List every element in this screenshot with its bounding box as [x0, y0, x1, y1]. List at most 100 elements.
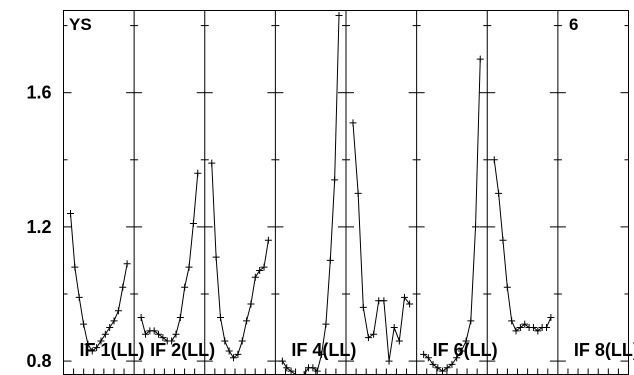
series-line [352, 122, 411, 362]
series-line [493, 159, 552, 332]
data-point [150, 327, 158, 335]
data-point [462, 337, 470, 345]
data-point [390, 324, 398, 332]
data-point [251, 273, 259, 281]
data-point [385, 357, 393, 365]
data-point [278, 357, 286, 365]
y-tick-labels: 0.8 1.2 1.6 [26, 83, 51, 371]
data-point [406, 300, 414, 308]
panel-dividers [133, 10, 559, 375]
data-point [521, 320, 529, 328]
data-point [326, 256, 334, 264]
data-point [400, 293, 408, 301]
data-point [110, 317, 118, 325]
series-line [423, 59, 481, 372]
data-point [172, 330, 180, 338]
data-point [434, 364, 442, 372]
series-line [70, 213, 128, 352]
data-point [534, 327, 542, 335]
data-point [439, 367, 446, 375]
data-point [230, 354, 238, 362]
data-point [547, 313, 555, 321]
data-point [114, 307, 122, 315]
data-point [349, 119, 357, 127]
data-point [335, 12, 343, 20]
data-point [495, 189, 503, 197]
panel-label: IF 1(LL) [80, 340, 145, 360]
panel-label: IF 8(LL) [574, 340, 634, 360]
data-point [84, 340, 92, 348]
data-point [499, 236, 507, 244]
data-point [176, 313, 184, 321]
data-point [260, 263, 268, 271]
data-point [443, 364, 451, 372]
data-point [185, 263, 193, 271]
data-point [264, 236, 272, 244]
data-point [256, 267, 264, 274]
data-point [359, 303, 367, 311]
data-point [238, 337, 246, 345]
data-point [97, 337, 105, 345]
data-point [155, 330, 163, 338]
data-point [225, 347, 233, 355]
data-point [181, 283, 189, 291]
data-point [106, 324, 114, 332]
data-point [529, 324, 537, 332]
data-point [137, 313, 145, 321]
data-point [490, 156, 498, 164]
data-point [508, 317, 516, 325]
panel-labels: IF 1(LL) IF 2(LL) IF 4(LL) IF 6(LL) IF 8(LL) [80, 340, 634, 360]
data-point [119, 283, 127, 291]
panel-label: IF 2(LL) [150, 340, 215, 360]
data-point [429, 360, 437, 368]
data-point [420, 350, 428, 358]
series-group [67, 12, 555, 375]
data-point [283, 364, 291, 372]
data-point [189, 220, 197, 228]
data-point [243, 317, 251, 325]
data-point [71, 263, 79, 271]
data-point [543, 324, 551, 332]
data-point [472, 223, 480, 231]
data-point [75, 293, 83, 301]
data-point [212, 253, 220, 261]
data-point [216, 313, 224, 321]
data-point [467, 317, 475, 325]
data-point [88, 347, 96, 355]
data-point [208, 159, 216, 167]
series-line [211, 163, 269, 359]
data-point [287, 367, 295, 375]
data-point [309, 364, 317, 372]
y-tick-label: 1.6 [26, 83, 51, 103]
data-point [194, 169, 202, 177]
data-point [93, 344, 101, 352]
data-point [168, 337, 176, 345]
title-right: 6 [569, 15, 578, 34]
data-point [234, 350, 242, 358]
data-point [453, 354, 461, 362]
data-point [476, 55, 484, 63]
data-point [424, 354, 432, 362]
data-point [141, 330, 149, 338]
data-point [159, 334, 167, 342]
data-point [247, 300, 255, 308]
data-point [331, 176, 339, 184]
data-point [322, 320, 330, 328]
series-line [140, 173, 199, 342]
data-point [395, 337, 403, 345]
data-point [380, 297, 388, 305]
y-tick-label: 1.2 [26, 217, 51, 237]
y-tick-label: 0.8 [26, 351, 51, 371]
data-point [516, 324, 524, 332]
data-point [318, 350, 326, 358]
data-point [457, 347, 465, 355]
data-point [448, 360, 456, 368]
title-left: YS [69, 15, 92, 34]
data-point [313, 367, 321, 375]
data-point [101, 330, 109, 338]
data-point [123, 260, 131, 268]
series-line [281, 15, 340, 375]
data-point [503, 283, 511, 291]
data-point [370, 330, 378, 338]
panel-label: IF 6(LL) [433, 340, 498, 360]
